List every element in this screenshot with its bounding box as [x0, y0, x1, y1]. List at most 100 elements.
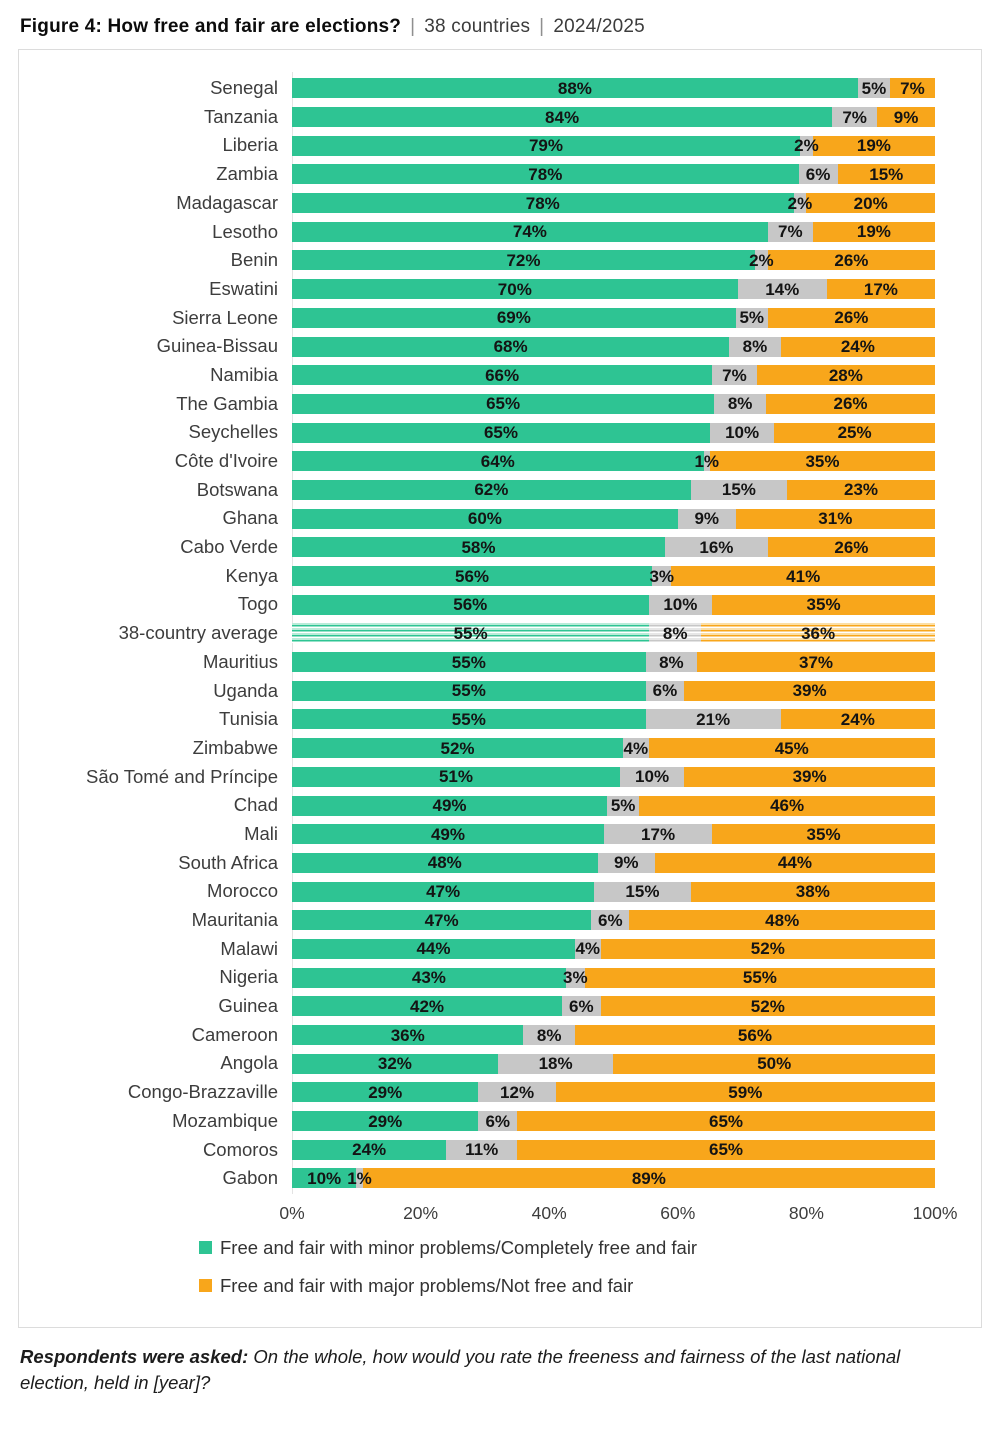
- country-label: The Gambia: [176, 392, 278, 414]
- country-label: Morocco: [207, 880, 278, 902]
- bar-row: Eswatini 70% 14% 17%: [19, 275, 981, 304]
- title-meta-year: 2024/2025: [553, 16, 645, 37]
- bar-value-label: 9%: [613, 853, 639, 873]
- stacked-bar: 56% 3% 41%: [292, 566, 935, 587]
- country-label: Cameroon: [191, 1023, 278, 1045]
- legend-swatch-icon: [199, 1279, 212, 1293]
- bar-value-label: 10%: [307, 1168, 342, 1188]
- bar-segment-1: 8%: [523, 1025, 575, 1046]
- bar-segment-0: 65%: [292, 393, 715, 414]
- bar-value-label: 15%: [869, 164, 904, 184]
- bar-row: South Africa 48% 9% 44%: [19, 849, 981, 878]
- bar-segment-2: 35%: [712, 594, 935, 615]
- bar-row: São Tomé and Príncipe 51% 10% 39%: [19, 763, 981, 792]
- x-axis-tick: 60%: [660, 1202, 696, 1223]
- bar-value-label: 10%: [725, 423, 760, 443]
- bar-value-label: 26%: [834, 250, 869, 270]
- bar-segment-2: 19%: [812, 221, 935, 242]
- bar-value-label: 8%: [742, 337, 768, 357]
- stacked-bar: 49% 17% 35%: [292, 824, 935, 845]
- bar-value-label: 72%: [506, 250, 541, 270]
- bar-segment-0: 47%: [292, 910, 592, 931]
- country-label: Congo-Brazzaville: [127, 1081, 278, 1103]
- bar-value-label: 58%: [461, 537, 496, 557]
- bar-row: Mauritania 47% 6% 48%: [19, 906, 981, 935]
- bar-segment-1: 7%: [832, 107, 878, 128]
- bar-value-label: 5%: [739, 308, 765, 328]
- bar-segment-2: 26%: [767, 537, 935, 558]
- stacked-bar: 48% 9% 44%: [292, 852, 935, 873]
- stacked-bar: 29% 12% 59%: [292, 1082, 935, 1103]
- bar-segment-2: 45%: [648, 738, 935, 759]
- bar-row: Ghana 60% 9% 31%: [19, 504, 981, 533]
- stacked-bar: 60% 9% 31%: [292, 508, 935, 529]
- stacked-bar: 10% 1% 89%: [292, 1168, 935, 1189]
- bar-segment-0: 49%: [292, 795, 608, 816]
- bar-value-label: 20%: [853, 193, 888, 213]
- bar-segment-0: 56%: [292, 566, 653, 587]
- bar-value-label: 25%: [837, 423, 872, 443]
- country-label: Sierra Leone: [172, 306, 278, 328]
- bar-segment-2: 44%: [654, 852, 935, 873]
- bar-value-label: 17%: [641, 824, 676, 844]
- stacked-bar: 78% 6% 15%: [292, 164, 935, 185]
- country-label: Mali: [244, 822, 278, 844]
- bar-segment-0: 66%: [292, 365, 713, 386]
- bar-segment-0: 79%: [292, 135, 800, 156]
- stacked-bar: 51% 10% 39%: [292, 766, 935, 787]
- bar-segment-2: 65%: [517, 1139, 935, 1160]
- bar-segment-2: 37%: [697, 652, 935, 673]
- stacked-bar: 78% 2% 20%: [292, 193, 935, 214]
- bar-value-label: 24%: [352, 1140, 387, 1160]
- bar-segment-2: 65%: [517, 1111, 935, 1132]
- bar-value-label: 50%: [757, 1054, 792, 1074]
- bar-value-label: 39%: [792, 767, 827, 787]
- footnote-lead: Respondents were asked:: [20, 1346, 249, 1368]
- footnote: Respondents were asked: On the whole, ho…: [20, 1344, 930, 1396]
- bar-value-label: 6%: [569, 996, 594, 1016]
- bar-value-label: 56%: [453, 595, 488, 615]
- stacked-bar: 66% 7% 28%: [292, 365, 935, 386]
- bar-value-label: 1%: [694, 451, 720, 471]
- bar-segment-2: 59%: [555, 1082, 935, 1103]
- legend-item: Free and fair with major problems/Not fr…: [199, 1275, 981, 1296]
- bar-segment-1: 8%: [649, 623, 702, 644]
- bar-value-label: 55%: [451, 681, 486, 701]
- country-label: Gabon: [222, 1167, 278, 1189]
- bar-value-label: 78%: [525, 193, 560, 213]
- bar-segment-2: 52%: [600, 938, 935, 959]
- bar-segment-1: 8%: [714, 393, 767, 414]
- stacked-bar: 72% 2% 26%: [292, 250, 935, 271]
- bar-row: Chad 49% 5% 46%: [19, 791, 981, 820]
- bar-segment-2: 31%: [735, 508, 935, 529]
- bar-value-label: 23%: [844, 480, 879, 500]
- bar-value-label: 55%: [453, 623, 488, 643]
- bar-segment-1: 2%: [794, 135, 819, 156]
- bar-value-label: 36%: [390, 1025, 425, 1045]
- bar-value-label: 32%: [377, 1054, 412, 1074]
- bar-segment-2: 35%: [709, 451, 935, 472]
- bar-value-label: 89%: [631, 1168, 666, 1188]
- bar-value-label: 6%: [805, 164, 831, 184]
- bar-value-label: 65%: [709, 1111, 744, 1131]
- bar-segment-0: 55%: [292, 709, 646, 730]
- bar-value-label: 48%: [765, 910, 800, 930]
- bar-segment-1: 6%: [562, 996, 601, 1017]
- bar-value-label: 2%: [794, 136, 819, 156]
- bar-value-label: 28%: [828, 365, 863, 385]
- bar-segment-1: 1%: [347, 1168, 372, 1189]
- country-label: Mauritania: [191, 909, 278, 931]
- stacked-bar: 84% 7% 9%: [292, 107, 935, 128]
- bar-value-label: 2%: [787, 193, 813, 213]
- bar-value-label: 29%: [368, 1082, 403, 1102]
- bar-segment-1: 6%: [645, 680, 685, 701]
- country-label: South Africa: [178, 851, 278, 873]
- bar-value-label: 6%: [598, 910, 623, 930]
- bar-value-label: 7%: [900, 78, 925, 98]
- stacked-bar: 47% 15% 38%: [292, 881, 935, 902]
- bar-segment-0: 56%: [292, 594, 649, 615]
- bar-segment-2: 7%: [889, 78, 935, 99]
- bar-value-label: 39%: [792, 681, 827, 701]
- country-label: Zimbabwe: [192, 736, 278, 758]
- bar-segment-2: 46%: [639, 795, 935, 816]
